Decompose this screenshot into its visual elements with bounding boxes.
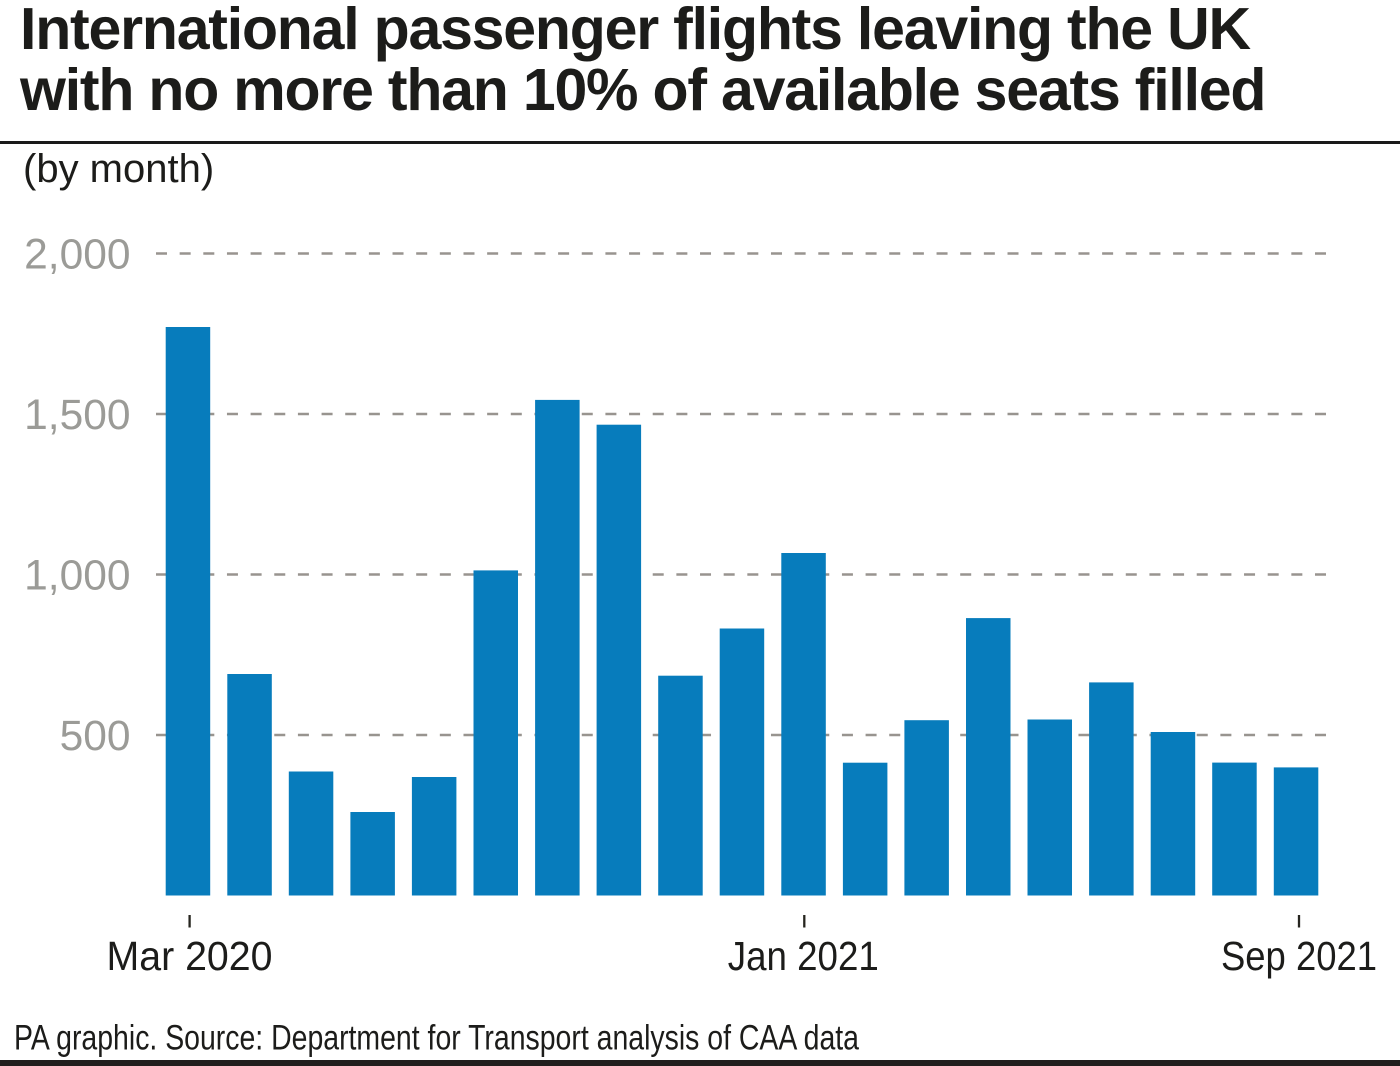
svg-text:PA graphic. Source: Department: PA graphic. Source: Department for Trans…: [14, 1019, 859, 1058]
svg-text:Mar 2020: Mar 2020: [107, 933, 273, 979]
svg-text:500: 500: [60, 713, 131, 760]
svg-text:Sep 2021: Sep 2021: [1221, 933, 1377, 979]
svg-text:1,000: 1,000: [24, 553, 130, 600]
svg-text:1,500: 1,500: [24, 392, 130, 439]
svg-text:Jan 2021: Jan 2021: [728, 933, 879, 979]
svg-text:2,000: 2,000: [24, 232, 130, 279]
